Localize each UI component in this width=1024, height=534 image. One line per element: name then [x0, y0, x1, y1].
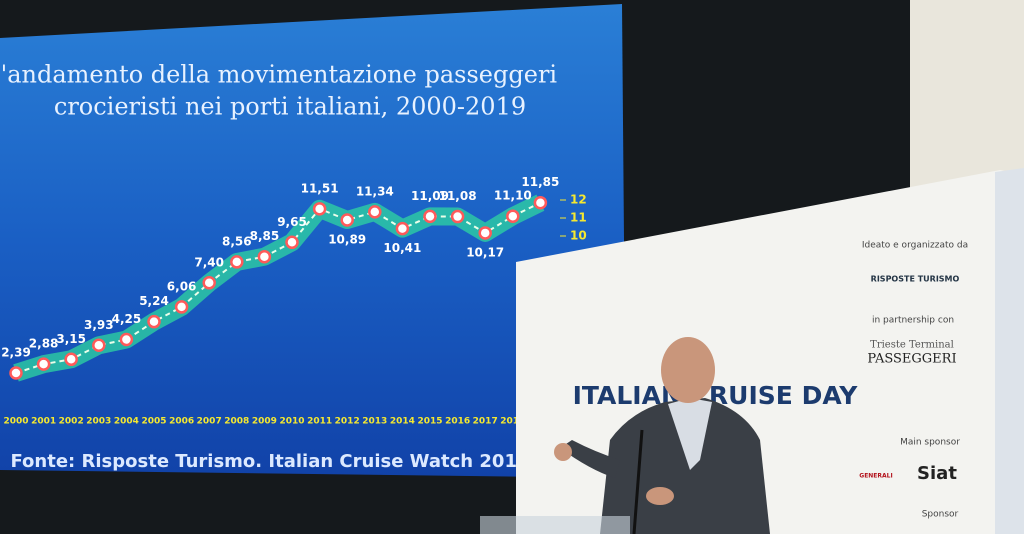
- value-label: 5,24: [139, 294, 169, 308]
- value-label: 6,06: [167, 279, 197, 293]
- x-tick-label: 2007: [197, 417, 222, 427]
- value-label: 7,40: [194, 255, 224, 269]
- value-label: 11,08: [439, 189, 477, 203]
- banner-text: Main sponsor: [900, 438, 960, 448]
- point: [230, 255, 244, 269]
- x-tick-label: 2005: [141, 417, 166, 427]
- banner-text: Sponsor: [922, 510, 959, 520]
- speaker-arm: [560, 440, 620, 478]
- x-tick-label: 2014: [390, 417, 415, 427]
- x-tick-label: 2015: [417, 417, 442, 427]
- banner-text: in partnership con: [872, 316, 954, 326]
- x-tick-label: 2002: [59, 417, 84, 427]
- point: [119, 332, 134, 347]
- x-tick-label: 2013: [362, 417, 387, 427]
- value-label: 11,34: [356, 184, 394, 198]
- point: [533, 195, 548, 210]
- x-tick-label: 2006: [169, 417, 194, 427]
- value-label: 3,15: [56, 332, 86, 346]
- point: [285, 235, 299, 250]
- value-label: 10,41: [383, 241, 421, 255]
- slide-title: l'andamento della movimentazione passegg…: [0, 61, 557, 89]
- point: [9, 366, 23, 380]
- value-label: 8,85: [250, 229, 280, 243]
- value-label: 10,17: [466, 245, 504, 259]
- banner-logo: Trieste Terminal: [870, 340, 954, 351]
- point: [423, 209, 437, 224]
- microphone: [632, 429, 644, 534]
- value-label: 2,39: [1, 345, 31, 359]
- value-label: 11,85: [521, 175, 559, 189]
- x-tick-label: 2017: [473, 417, 498, 427]
- x-tick-label: 2003: [86, 417, 111, 427]
- point: [340, 213, 354, 227]
- point: [36, 357, 51, 371]
- wall: [910, 0, 1024, 190]
- banner-side: [995, 168, 1024, 534]
- x-tick-label: 2018: [500, 417, 525, 427]
- source-note: Fonte: Risposte Turismo. Italian Cruise …: [10, 451, 529, 472]
- y-tick-label: 10: [570, 229, 587, 243]
- banner-text: Ideato e organizzato da: [862, 241, 968, 251]
- speaker-head: [661, 337, 715, 403]
- x-tick-label: 2009: [252, 417, 277, 427]
- point: [478, 226, 492, 240]
- x-tick-label: 2012: [335, 417, 360, 427]
- y-tick-label: 11: [570, 211, 587, 225]
- point: [312, 202, 327, 216]
- chart: 10 11 12 2,39 2000 2,88 2001 3,15 2002 3,93 2003 4,…: [1, 175, 587, 426]
- projection-screen: [0, 4, 626, 478]
- x-tick-label: 2016: [445, 417, 470, 427]
- x-tick-label: 2008: [224, 417, 249, 427]
- value-label: 4,25: [112, 312, 142, 326]
- value-label: 10,89: [328, 232, 366, 246]
- value-label: 11,09: [411, 189, 449, 203]
- speaker-shirt: [668, 398, 712, 470]
- point: [395, 221, 410, 236]
- value-label: 2,88: [29, 337, 59, 351]
- value-label: 3,93: [84, 318, 114, 332]
- x-tick-label: 2004: [114, 417, 139, 427]
- x-tick-label: 2001: [31, 417, 56, 427]
- y-tick-label: 12: [570, 193, 587, 207]
- point: [202, 276, 216, 290]
- point: [147, 314, 161, 329]
- x-tick-label: 2000: [3, 417, 28, 427]
- x-tick-label: 2011: [307, 417, 332, 427]
- banner-logo: RISPOSTE TURISMO: [871, 275, 960, 284]
- value-label: 11,51: [301, 181, 339, 195]
- speaker-hand: [554, 443, 572, 461]
- x-tick-label: 2010: [279, 417, 304, 427]
- point: [257, 249, 272, 264]
- point: [450, 209, 465, 224]
- value-label: 8,56: [222, 234, 252, 248]
- point: [174, 300, 189, 314]
- point: [64, 352, 78, 367]
- point: [506, 209, 520, 223]
- value-label: 9,65: [277, 215, 307, 229]
- sponsor-logo: GENERALI: [859, 473, 892, 480]
- sponsor-logo: Siat: [917, 463, 957, 484]
- slide-title: crocieristi nei porti italiani, 2000-201…: [54, 93, 526, 121]
- speaker: [554, 337, 770, 534]
- point: [368, 205, 382, 219]
- banner-logo: PASSEGGERI: [867, 352, 956, 367]
- speaker-hand: [646, 487, 674, 505]
- point: [92, 338, 106, 353]
- lectern: [480, 516, 630, 534]
- value-label: 11,10: [494, 189, 532, 203]
